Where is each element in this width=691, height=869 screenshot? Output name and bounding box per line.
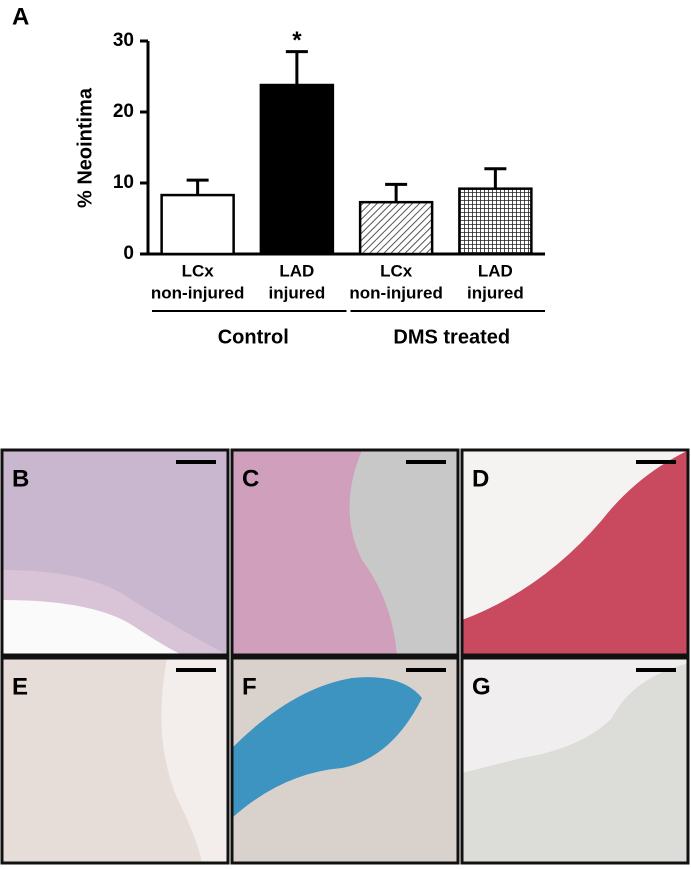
y-tick-label: 10 <box>113 172 134 193</box>
group-label: Control <box>218 326 289 348</box>
panel-label: A <box>12 3 29 30</box>
panel-label: E <box>12 673 28 700</box>
x-tick-label: injured <box>269 283 326 302</box>
panel-label: F <box>242 673 257 700</box>
y-tick-label: 30 <box>113 30 134 51</box>
bar <box>458 187 533 256</box>
x-tick-label: non-injured <box>349 283 442 302</box>
panel-label: B <box>12 465 29 492</box>
micrograph-border <box>460 656 690 865</box>
micrograph-border <box>0 656 230 865</box>
micrograph: G <box>460 656 690 865</box>
bar <box>160 193 235 256</box>
tissue <box>232 677 422 818</box>
x-tick-label: LAD <box>279 261 314 280</box>
y-tick-label: 20 <box>113 101 134 122</box>
micrograph-border <box>230 448 460 657</box>
micrograph-border <box>460 448 690 657</box>
panel-label: C <box>242 465 259 492</box>
bar <box>358 200 434 256</box>
x-tick-label: injured <box>467 283 524 302</box>
micrograph: D <box>460 448 690 657</box>
panel-label: G <box>472 673 491 700</box>
micrograph: B <box>0 448 230 657</box>
tissue <box>462 450 689 655</box>
x-tick-label: non-injured <box>151 283 244 302</box>
panel-label: D <box>472 465 489 492</box>
micrograph: C <box>230 448 460 657</box>
micrograph-border <box>0 448 230 657</box>
tissue <box>462 658 689 773</box>
bar <box>259 83 335 256</box>
group-label: DMS treated <box>393 326 510 348</box>
y-axis-label: % Neointima <box>74 87 96 208</box>
micrograph: F <box>230 656 460 865</box>
annotation: * <box>292 27 302 54</box>
tissue <box>232 450 397 655</box>
lumen <box>2 600 182 655</box>
y-tick-label: 0 <box>123 243 134 264</box>
micrograph: E <box>0 656 230 865</box>
tissue <box>161 658 227 863</box>
x-tick-label: LCx <box>380 261 413 280</box>
x-tick-label: LCx <box>182 261 215 280</box>
x-tick-label: LAD <box>478 261 513 280</box>
micrograph-border <box>230 656 460 865</box>
